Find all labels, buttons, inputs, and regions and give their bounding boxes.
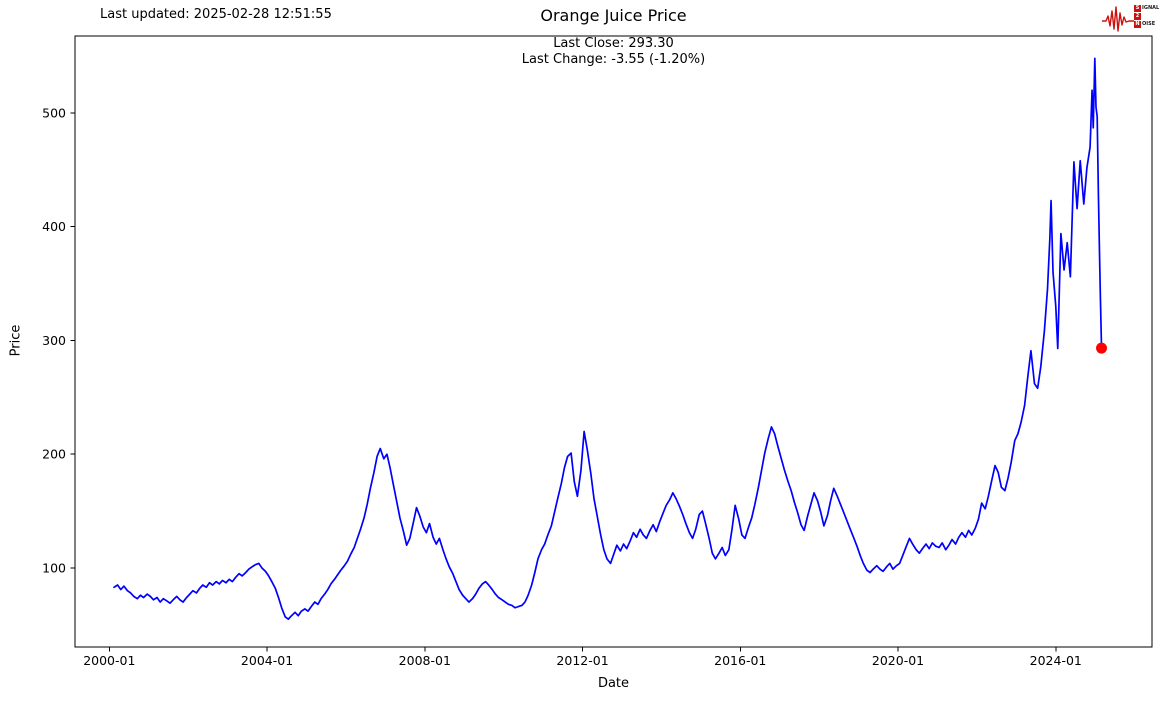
x-tick-label: 2016-01 <box>714 653 766 668</box>
plot-border <box>74 35 1153 648</box>
signal-2-noise-logo: S IGNAL 2 N OISE <box>1101 2 1159 32</box>
heartbeat-waveform-icon <box>1102 6 1134 32</box>
x-tick-label: 2020-01 <box>872 653 924 668</box>
last-close-annotation: Last Close: 293.30 <box>553 36 674 51</box>
logo-row-2: 2 <box>1134 13 1159 20</box>
y-tick-label: 500 <box>42 106 66 121</box>
x-tick-label: 2024-01 <box>1030 653 1082 668</box>
logo-text: S IGNAL 2 N OISE <box>1134 5 1159 28</box>
last-updated-text: Last updated: 2025-02-28 12:51:55 <box>100 7 332 22</box>
logo-letter-2: 2 <box>1134 13 1141 20</box>
page-title: Orange Juice Price <box>540 6 687 25</box>
y-axis-label: Price <box>8 324 24 357</box>
price-line-series <box>113 57 1103 620</box>
y-tick-label: 400 <box>42 219 66 234</box>
x-tick-label: 2000-01 <box>83 653 135 668</box>
y-tick-label: 100 <box>42 560 66 575</box>
logo-row-signal: S IGNAL <box>1134 5 1160 12</box>
logo-row-noise: N OISE <box>1134 21 1156 28</box>
logo-letter-s: S <box>1134 5 1141 12</box>
x-tick-label: 2008-01 <box>399 653 451 668</box>
last-price-marker <box>1096 342 1108 354</box>
x-axis-label: Date <box>597 676 630 691</box>
y-tick-label: 200 <box>42 447 66 462</box>
logo-letter-n: N <box>1134 21 1141 28</box>
last-change-annotation: Last Change: -3.55 (-1.20%) <box>521 52 706 67</box>
y-tick-label: 300 <box>42 333 66 348</box>
x-tick-label: 2012-01 <box>556 653 608 668</box>
x-tick-label: 2004-01 <box>241 653 293 668</box>
